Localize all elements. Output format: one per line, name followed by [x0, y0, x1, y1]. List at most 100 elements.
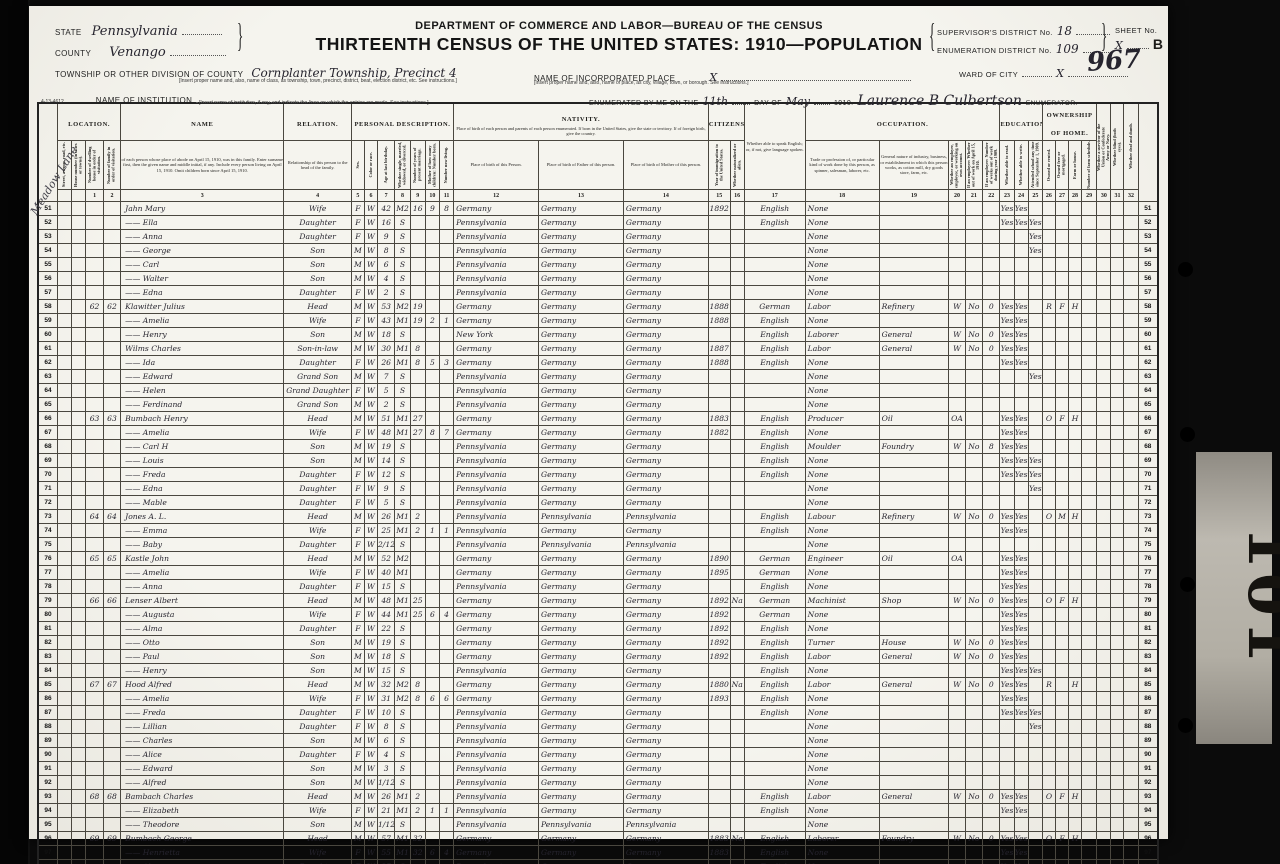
cell — [1067, 607, 1083, 622]
cell: Germany — [538, 341, 624, 356]
cell — [729, 551, 745, 566]
cell — [1123, 467, 1139, 482]
cell: Germany — [622, 411, 709, 426]
cell: 10 — [376, 705, 396, 720]
cell — [1096, 327, 1112, 342]
cell — [729, 327, 745, 342]
cell — [743, 481, 806, 496]
cell: Germany — [453, 355, 540, 370]
cell — [1123, 383, 1139, 398]
cell: Yes — [999, 215, 1015, 230]
cell: 4 — [438, 607, 455, 622]
cell — [71, 425, 87, 440]
cell — [1081, 635, 1098, 650]
cell: 18 — [376, 649, 396, 664]
cell — [982, 369, 1001, 384]
cell — [1067, 691, 1083, 706]
cell — [1081, 355, 1098, 370]
cell — [743, 285, 806, 300]
cell: 2/12 — [376, 537, 396, 552]
cell — [1110, 621, 1125, 636]
cell: Germany — [538, 467, 624, 482]
cell — [1027, 677, 1043, 692]
cell — [982, 817, 1001, 832]
cell — [1110, 243, 1125, 258]
cell — [999, 229, 1015, 244]
cell — [1110, 467, 1125, 482]
cell — [71, 607, 87, 622]
cell — [743, 257, 806, 272]
cell: F — [350, 621, 365, 636]
cell: Wilms Charles — [120, 341, 285, 356]
cell: Daughter — [283, 719, 352, 734]
cell — [438, 537, 455, 552]
cell — [999, 271, 1015, 286]
column-description: Color or race. — [363, 140, 378, 190]
cell: Yes — [1013, 551, 1029, 566]
cell — [85, 817, 104, 832]
cell — [102, 621, 122, 636]
enumerated-day: 11th — [702, 95, 729, 108]
cell: 1887 — [707, 341, 731, 356]
cell: None — [804, 663, 880, 678]
cell: Labor — [804, 299, 880, 314]
cell — [964, 747, 984, 762]
cell: Pennsylvania — [453, 747, 540, 762]
cell — [707, 327, 731, 342]
cell: F — [350, 691, 365, 706]
cell — [1027, 733, 1043, 748]
cell: Germany — [622, 425, 709, 440]
cell: 59 — [37, 313, 59, 328]
group-header: PERSONAL DESCRIPTION. — [350, 102, 455, 141]
cell — [438, 509, 455, 524]
cell: Germany — [622, 201, 709, 216]
cell — [1081, 299, 1098, 314]
cell: English — [743, 467, 806, 482]
cell: General — [878, 341, 950, 356]
cell: 6 — [424, 845, 440, 860]
cell — [1096, 607, 1112, 622]
cell — [729, 523, 745, 538]
cell: 1892 — [707, 635, 731, 650]
cell: W — [363, 509, 378, 524]
enumerator-signature: Laurence B Culbertson — [857, 93, 1022, 109]
table-row: 71 —— Edna Daughter F W 9 S Pennsylvania Germany… — [37, 481, 1159, 496]
cell — [71, 481, 87, 496]
cell — [85, 663, 104, 678]
cell: 74 — [1137, 523, 1159, 538]
cell — [1054, 719, 1070, 734]
cell: Germany — [453, 201, 540, 216]
table-row: 81 —— Alma Daughter F W 22 S Germany Germany Germ… — [37, 621, 1159, 636]
cell: Refinery — [878, 509, 950, 524]
cell — [1081, 425, 1098, 440]
enumeration-district-field: ENUMERATION DISTRICT No. 109 — [937, 40, 1113, 58]
cell: Son — [283, 257, 352, 272]
cell — [1081, 859, 1098, 864]
cell — [71, 775, 87, 790]
cell — [707, 271, 731, 286]
column-description: Trade or profession of, or particular ki… — [804, 140, 880, 190]
cell: 69 — [1137, 453, 1159, 468]
cell: Yes — [999, 677, 1015, 692]
cell: Germany — [453, 649, 540, 664]
cell — [878, 817, 950, 832]
cell: M1 — [394, 845, 411, 860]
cell — [424, 467, 440, 482]
cell: Yes — [999, 607, 1015, 622]
cell: 80 — [37, 607, 59, 622]
cell — [1096, 859, 1112, 864]
cell — [57, 761, 73, 776]
cell: —— George — [120, 243, 285, 258]
cell: W — [948, 299, 966, 314]
cell — [948, 761, 966, 776]
cell — [999, 733, 1015, 748]
cell: Yes — [1013, 663, 1029, 678]
cell — [102, 663, 122, 678]
cell — [71, 257, 87, 272]
cell: Yes — [999, 453, 1015, 468]
cell — [71, 733, 87, 748]
cell: 64 — [85, 509, 104, 524]
cell — [982, 691, 1001, 706]
cell — [57, 439, 73, 454]
cell — [71, 327, 87, 342]
